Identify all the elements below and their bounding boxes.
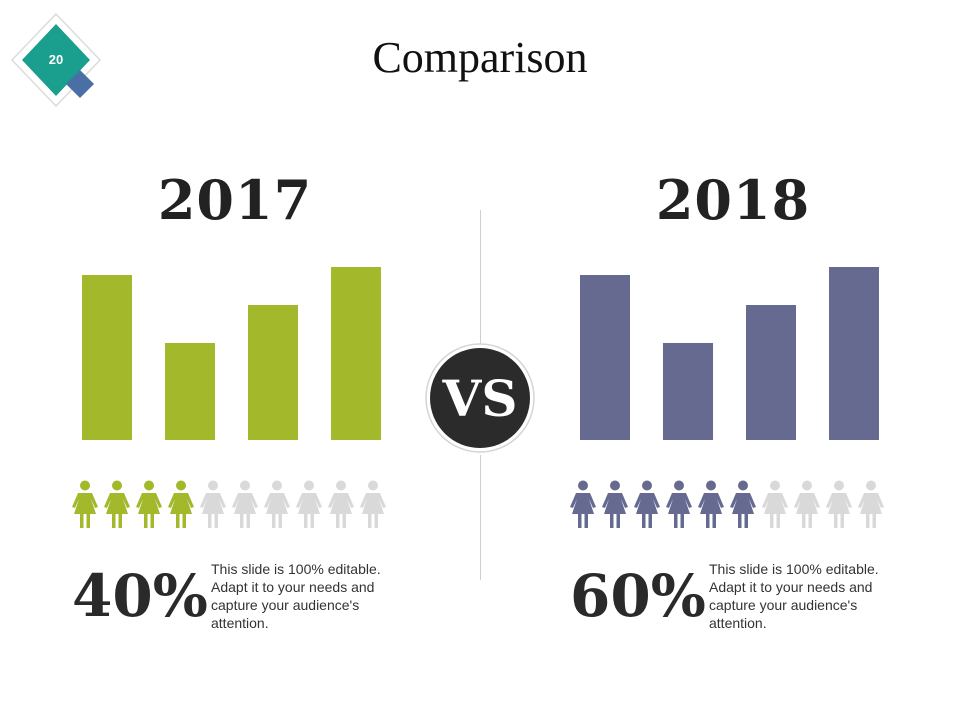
- person-icon-filled: [600, 480, 630, 530]
- divider-line-bottom: [480, 455, 481, 580]
- year-label: 2017: [157, 168, 313, 232]
- person-icon-empty: [760, 480, 790, 530]
- person-icon-filled: [696, 480, 726, 530]
- vs-label: VS: [442, 369, 518, 428]
- bar-2: [663, 343, 713, 440]
- description-text: This slide is 100% editable. Adapt it to…: [709, 561, 879, 631]
- person-icon-empty: [824, 480, 854, 530]
- vs-circle: VS: [425, 343, 535, 453]
- bar-4: [829, 267, 879, 440]
- person-icon-empty: [294, 480, 324, 530]
- bar-2: [165, 343, 215, 440]
- slide-number: 20: [48, 52, 64, 67]
- page-title: Comparison: [372, 33, 588, 82]
- person-icon-filled: [166, 480, 196, 530]
- bar-3: [248, 305, 298, 440]
- person-icon-empty: [230, 480, 260, 530]
- person-icon-filled: [632, 480, 662, 530]
- bar-group: [70, 250, 400, 440]
- divider-line-top: [480, 210, 481, 345]
- person-icon-filled: [70, 480, 100, 530]
- person-icon-filled: [568, 480, 598, 530]
- bar-3: [746, 305, 796, 440]
- diamond-badge-icon: [10, 12, 102, 108]
- person-icon-empty: [792, 480, 822, 530]
- person-icon-filled: [102, 480, 132, 530]
- person-icon-empty: [358, 480, 388, 530]
- person-icon-empty: [326, 480, 356, 530]
- vs-badge-icon: VS: [425, 343, 535, 453]
- bar-1: [580, 275, 630, 440]
- description-text: This slide is 100% editable. Adapt it to…: [211, 561, 381, 631]
- panel-2017: 2017 40% This slide is 100% editable. Ad…: [70, 0, 410, 720]
- percent-value: 60%: [570, 562, 706, 630]
- bar-4: [331, 267, 381, 440]
- panel-2018: 2018 60% This slide is 100% editable. Ad…: [568, 0, 908, 720]
- person-icon-filled: [728, 480, 758, 530]
- bar-1: [82, 275, 132, 440]
- person-icon-empty: [856, 480, 886, 530]
- year-label: 2018: [655, 168, 811, 232]
- person-icon-filled: [134, 480, 164, 530]
- people-row: [70, 480, 400, 530]
- person-icon-filled: [664, 480, 694, 530]
- person-icon-empty: [198, 480, 228, 530]
- bar-group: [568, 250, 898, 440]
- percent-value: 40%: [72, 562, 208, 630]
- slide-number-badge: 20: [8, 10, 104, 108]
- people-row: [568, 480, 898, 530]
- person-icon-empty: [262, 480, 292, 530]
